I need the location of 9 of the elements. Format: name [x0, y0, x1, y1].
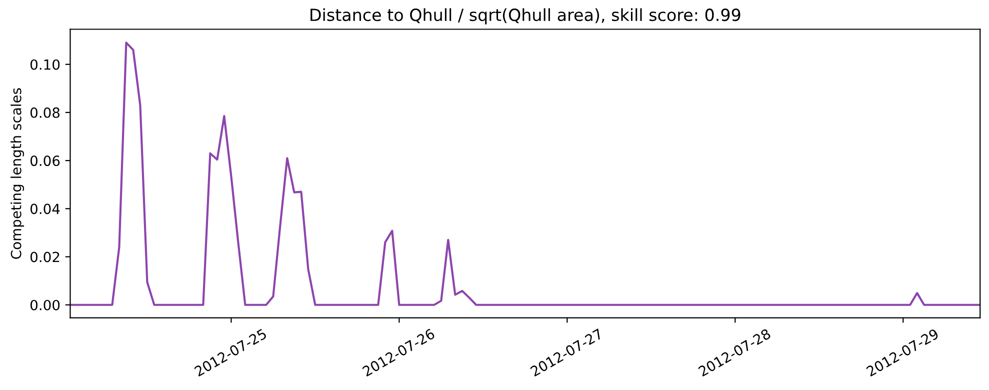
- y-axis-title: Competing length scales: [10, 88, 24, 259]
- y-tick-label: 0.08: [30, 107, 60, 118]
- line-series: [70, 42, 980, 306]
- chart-title: Distance to Qhull / sqrt(Qhull area), skill score: 0.99: [310, 8, 740, 24]
- y-tick-label: 0.00: [30, 300, 60, 310]
- y-tick-label: 0.04: [30, 204, 60, 214]
- y-tick-label: 0.06: [30, 156, 60, 166]
- y-tick-label: 0.10: [30, 59, 60, 70]
- y-tick-label: 0.02: [30, 252, 60, 262]
